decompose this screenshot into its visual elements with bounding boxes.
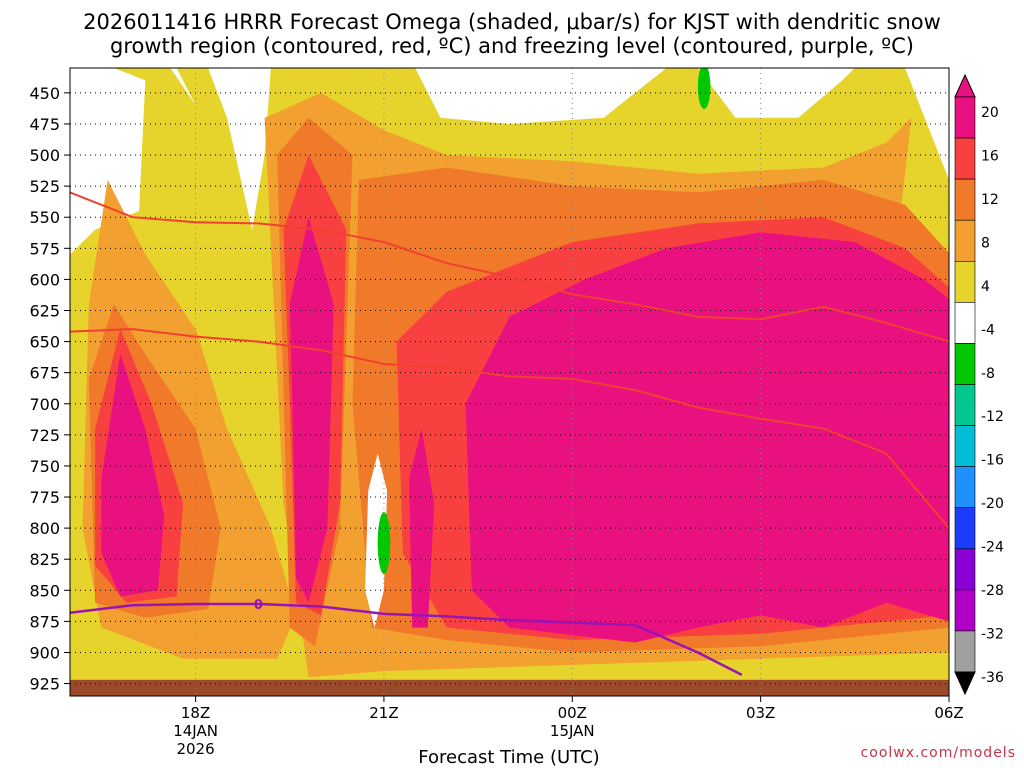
shade-white-topright <box>905 68 949 180</box>
y-tick-label: 750 <box>29 457 60 476</box>
colorbar-label: -8 <box>981 366 995 382</box>
y-tick-label: 800 <box>29 519 60 538</box>
x-tick-label: 00Z <box>558 704 587 722</box>
shade-m-main <box>465 232 949 643</box>
dgz-contour-1 <box>70 328 949 530</box>
shade-negative-7 <box>1014 105 1024 181</box>
colorbar-label: -20 <box>981 496 1004 512</box>
colorbar: 20 16 12 8 4 -4 -8 -12 -16 -20 -24 -28 -32 -36 <box>954 73 1004 696</box>
colorbar-segment <box>954 384 976 426</box>
colorbar-label: 16 <box>981 149 999 165</box>
y-tick-label: 650 <box>29 333 60 352</box>
colorbar-top-arrow <box>954 73 976 98</box>
y-tick-label: 450 <box>29 84 60 103</box>
colorbar-label: -16 <box>981 453 1004 469</box>
shade-white-notch <box>170 68 196 106</box>
shade-white-top4 <box>697 68 855 118</box>
y-tick-label: 850 <box>29 581 60 600</box>
colorbar-segment <box>954 260 976 303</box>
shade-green-top <box>697 68 711 110</box>
dgz-contour-0 <box>70 191 949 343</box>
y-tick-label: 600 <box>29 270 60 289</box>
shade-negative-5 <box>997 86 1024 199</box>
y-tick-label: 875 <box>29 612 60 631</box>
colorbar-label: 8 <box>981 235 990 251</box>
colorbar-segment <box>954 630 976 673</box>
colorbar-segment <box>954 425 976 467</box>
freezing-level-contour <box>70 602 743 677</box>
y-tick-label: 475 <box>29 115 60 134</box>
shade-white-topleft <box>70 68 146 255</box>
x-tick-sublabel: 2026 <box>176 740 214 758</box>
y-tick-label: 525 <box>29 177 60 196</box>
x-tick-sublabel: 14JAN <box>173 722 218 740</box>
colorbar-label: -36 <box>981 670 1004 686</box>
chart-title-line1: 2026011416 HRRR Forecast Omega (shaded, … <box>83 10 941 34</box>
y-tick-label: 900 <box>29 643 60 662</box>
colorbar-label: -24 <box>981 540 1004 556</box>
colorbar-segment <box>954 466 976 509</box>
shade-m-left <box>101 354 165 597</box>
colorbar-label: -4 <box>981 322 995 338</box>
y-tick-label: 625 <box>29 301 60 320</box>
freezing-level-label: 0 <box>254 598 263 613</box>
contour-lines: 0 <box>70 191 949 677</box>
y-tick-label: 700 <box>29 395 60 414</box>
y-tick-label: 925 <box>29 675 60 694</box>
x-tick-sublabel: 15JAN <box>550 722 595 740</box>
shade-negative-6 <box>1006 95 1024 189</box>
y-tick-label: 550 <box>29 208 60 227</box>
shade-white-top2 <box>208 68 271 230</box>
colorbar-segment <box>954 507 976 550</box>
x-tick-label: 03Z <box>746 704 775 722</box>
plot-frame <box>69 67 950 697</box>
omega-shading <box>70 68 1024 696</box>
colorbar-segment <box>954 589 976 632</box>
colorbar-label: -32 <box>981 627 1004 643</box>
colorbar-segment <box>954 548 976 591</box>
colorbar-label: 20 <box>981 105 999 121</box>
colorbar-segment <box>954 178 976 221</box>
colorbar-label: -28 <box>981 583 1004 599</box>
colorbar-segment <box>954 219 976 262</box>
y-tick-label: 775 <box>29 488 60 507</box>
colorbar-segment <box>954 96 976 139</box>
x-tick-label: 21Z <box>369 704 398 722</box>
colorbar-label: -12 <box>981 409 1004 425</box>
watermark: coolwx.com/models <box>860 745 1016 761</box>
y-tick-label: 675 <box>29 364 60 383</box>
colorbar-label: 12 <box>981 192 999 208</box>
x-tick-label: 18Z <box>181 704 210 722</box>
x-axis: 18Z14JAN202621Z00Z15JAN03Z06Z09Z <box>173 696 964 758</box>
chart-title-line2: growth region (contoured, red, ºC) and f… <box>110 34 914 58</box>
y-tick-label: 725 <box>29 426 60 445</box>
y-axis: 450 475 500 525 550 575 600 625 650 675 700 725 750 7… <box>29 84 70 694</box>
ground-surface <box>70 679 949 696</box>
colorbar-bottom-arrow <box>954 671 976 696</box>
shade-negative-4 <box>989 77 1024 208</box>
shade-m-mid2 <box>409 428 435 628</box>
colorbar-label: 4 <box>981 279 990 295</box>
colorbar-segment <box>954 343 976 385</box>
y-tick-label: 825 <box>29 550 60 569</box>
x-axis-label: Forecast Time (UTC) <box>418 747 599 768</box>
y-tick-label: 575 <box>29 239 60 258</box>
shade-white-top3 <box>415 68 667 124</box>
x-tick-label: 06Z <box>934 704 963 722</box>
shade-m-mid <box>289 217 334 603</box>
y-tick-label: 500 <box>29 146 60 165</box>
colorbar-segment <box>954 137 976 180</box>
colorbar-segment <box>954 302 976 344</box>
